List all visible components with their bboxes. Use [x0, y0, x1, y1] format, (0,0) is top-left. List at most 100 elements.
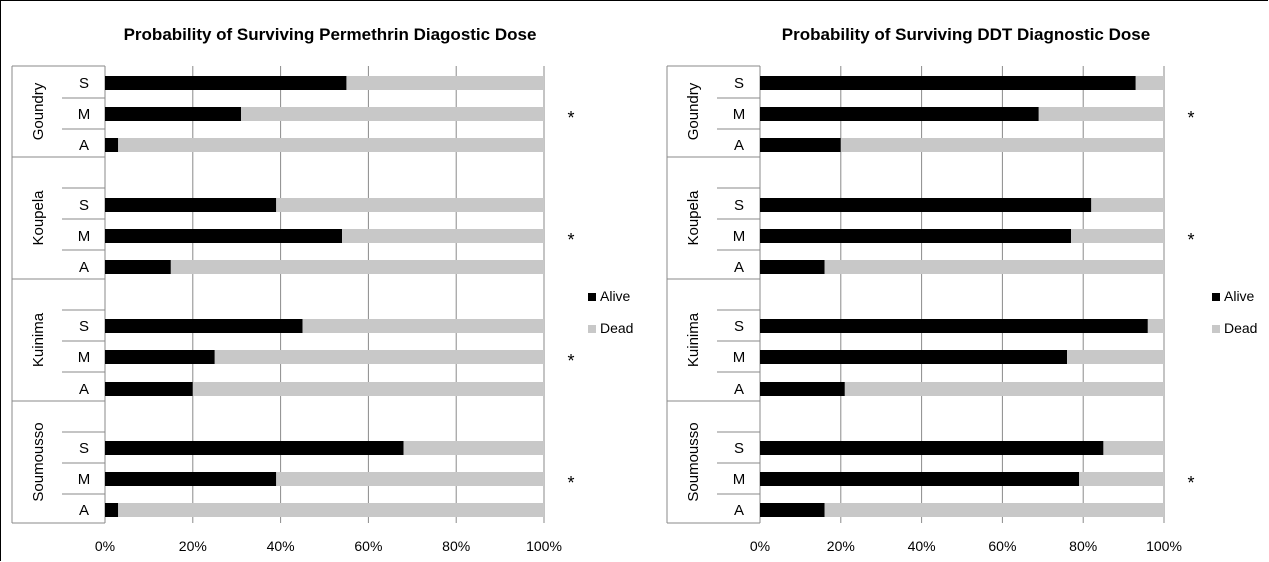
category-label: A: [79, 137, 89, 154]
x-tick-label: 80%: [442, 538, 470, 554]
group-label: Goundry: [685, 82, 702, 140]
bar-alive: [760, 260, 825, 274]
legend-label: Alive: [1224, 288, 1255, 304]
bar-alive: [760, 229, 1072, 243]
significance-star: *: [1187, 108, 1194, 128]
legend-label: Dead: [600, 320, 633, 336]
bar-alive: [760, 382, 845, 396]
bar-alive: [105, 198, 277, 212]
significance-star: *: [567, 108, 574, 128]
group-label: Kuinima: [685, 312, 702, 367]
significance-star: *: [567, 473, 574, 493]
group-label: Koupela: [685, 190, 702, 246]
bar-alive: [105, 441, 404, 455]
bar-alive: [760, 138, 841, 152]
category-label: S: [734, 75, 744, 92]
bar-dead: [192, 382, 545, 396]
bar-dead: [403, 441, 544, 455]
bar-dead: [276, 198, 544, 212]
bar-dead: [824, 503, 1164, 517]
permethrin-chart-panel: Probability of Surviving Permethrin Diag…: [11, 25, 633, 554]
bar-alive: [105, 350, 215, 364]
x-tick-label: 0%: [95, 538, 115, 554]
x-tick-label: 20%: [827, 538, 855, 554]
category-label: S: [79, 440, 89, 457]
legend-swatch: [588, 325, 596, 333]
bar-dead: [170, 260, 544, 274]
legend-swatch: [1212, 293, 1220, 301]
bar-alive: [105, 138, 119, 152]
bar-alive: [760, 441, 1104, 455]
category-label: A: [79, 502, 89, 519]
category-label: M: [733, 228, 746, 245]
category-label: M: [733, 349, 746, 366]
x-tick-label: 60%: [988, 538, 1016, 554]
bar-alive: [760, 350, 1068, 364]
bar-alive: [105, 76, 347, 90]
category-label: S: [79, 197, 89, 214]
category-label: S: [734, 440, 744, 457]
bar-alive: [105, 260, 171, 274]
bar-dead: [1091, 198, 1164, 212]
category-label: M: [78, 106, 91, 123]
bar-dead: [1038, 107, 1164, 121]
group-label: Soumousso: [685, 422, 702, 501]
legend-label: Dead: [1224, 320, 1257, 336]
legend-swatch: [588, 293, 596, 301]
bar-dead: [1067, 350, 1164, 364]
group-label: Goundry: [30, 82, 47, 140]
bar-dead: [840, 138, 1164, 152]
category-label: M: [78, 471, 91, 488]
x-tick-label: 0%: [750, 538, 770, 554]
bar-dead: [1079, 472, 1164, 486]
significance-star: *: [1187, 473, 1194, 493]
bar-alive: [105, 472, 277, 486]
bar-alive: [760, 503, 825, 517]
bar-alive: [760, 107, 1039, 121]
bar-alive: [105, 229, 343, 243]
bar-dead: [844, 382, 1164, 396]
bar-alive: [760, 76, 1136, 90]
x-tick-label: 80%: [1069, 538, 1097, 554]
group-label: Kuinima: [30, 312, 47, 367]
category-label: S: [79, 75, 89, 92]
bar-dead: [276, 472, 544, 486]
bar-alive: [105, 319, 303, 333]
category-label: A: [79, 259, 89, 276]
bar-alive: [760, 198, 1092, 212]
bar-dead: [824, 260, 1164, 274]
significance-star: *: [1187, 230, 1194, 250]
bar-alive: [760, 319, 1148, 333]
bar-alive: [760, 472, 1080, 486]
bar-dead: [346, 76, 544, 90]
bar-alive: [105, 107, 242, 121]
ddt-chart: Probability of Surviving DDT Diagnostic …: [666, 25, 1257, 554]
legend-label: Alive: [600, 288, 631, 304]
category-label: S: [734, 318, 744, 335]
x-tick-label: 100%: [1146, 538, 1182, 554]
bar-dead: [1147, 319, 1164, 333]
bar-dead: [241, 107, 544, 121]
bar-dead: [1103, 441, 1164, 455]
bar-alive: [105, 503, 119, 517]
category-label: M: [733, 106, 746, 123]
bar-dead: [1135, 76, 1164, 90]
bar-dead: [214, 350, 544, 364]
legend-swatch: [1212, 325, 1220, 333]
x-tick-label: 20%: [179, 538, 207, 554]
category-label: M: [78, 228, 91, 245]
significance-star: *: [567, 351, 574, 371]
bar-dead: [118, 503, 545, 517]
bar-alive: [105, 382, 193, 396]
x-tick-label: 100%: [526, 538, 562, 554]
x-tick-label: 40%: [908, 538, 936, 554]
category-label: M: [733, 471, 746, 488]
group-label: Soumousso: [30, 422, 47, 501]
category-label: S: [79, 318, 89, 335]
category-label: A: [734, 502, 744, 519]
significance-star: *: [567, 230, 574, 250]
category-label: S: [734, 197, 744, 214]
bar-dead: [1071, 229, 1164, 243]
x-tick-label: 60%: [354, 538, 382, 554]
ddt-chart-panel: Probability of Surviving DDT Diagnostic …: [655, 0, 1267, 562]
